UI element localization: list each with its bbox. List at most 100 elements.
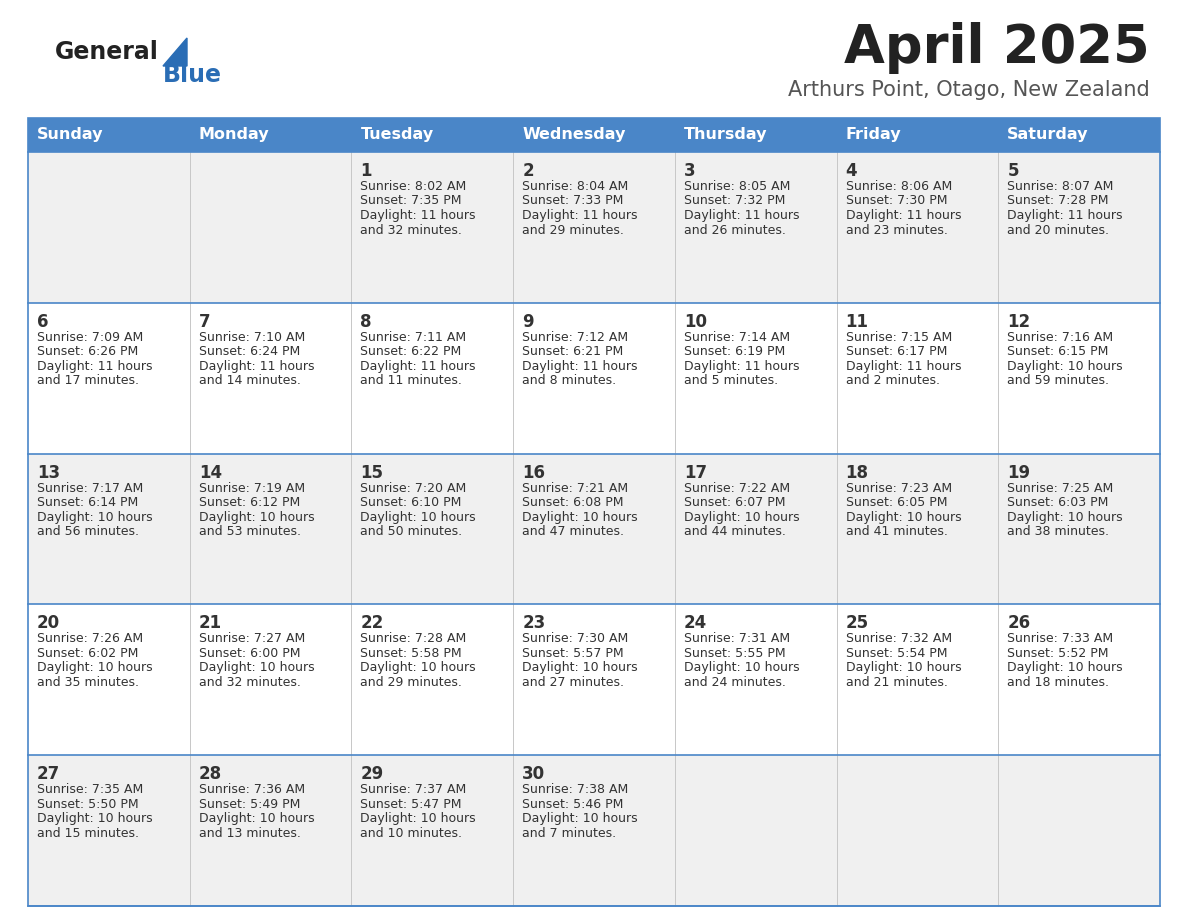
Bar	[836, 152, 998, 303]
Text: Daylight: 10 hours: Daylight: 10 hours	[1007, 360, 1123, 373]
Polygon shape	[163, 38, 187, 66]
Text: Sunset: 6:26 PM: Sunset: 6:26 PM	[37, 345, 138, 358]
Bar	[675, 604, 836, 756]
Text: Daylight: 10 hours: Daylight: 10 hours	[846, 661, 961, 675]
Text: Daylight: 10 hours: Daylight: 10 hours	[37, 661, 152, 675]
Text: 5: 5	[1007, 162, 1019, 180]
Text: 30: 30	[523, 766, 545, 783]
Text: Sunset: 6:21 PM: Sunset: 6:21 PM	[523, 345, 624, 358]
Bar	[29, 118, 190, 152]
Text: Sunrise: 7:15 AM: Sunrise: 7:15 AM	[846, 330, 952, 344]
Bar	[513, 756, 675, 906]
Text: Daylight: 10 hours: Daylight: 10 hours	[684, 661, 800, 675]
Text: Sunset: 6:10 PM: Sunset: 6:10 PM	[360, 496, 462, 509]
Text: 18: 18	[846, 464, 868, 482]
Bar	[190, 453, 352, 604]
Text: 11: 11	[846, 313, 868, 330]
Text: Sunset: 6:02 PM: Sunset: 6:02 PM	[37, 647, 138, 660]
Bar	[190, 303, 352, 453]
Text: Sunrise: 7:11 AM: Sunrise: 7:11 AM	[360, 330, 467, 344]
Text: Thursday: Thursday	[684, 128, 767, 142]
Bar	[190, 756, 352, 906]
Text: Daylight: 10 hours: Daylight: 10 hours	[523, 812, 638, 825]
Text: 13: 13	[37, 464, 61, 482]
Text: and 11 minutes.: and 11 minutes.	[360, 375, 462, 387]
Text: 17: 17	[684, 464, 707, 482]
Text: 26: 26	[1007, 614, 1030, 633]
Text: Monday: Monday	[198, 128, 270, 142]
Text: 8: 8	[360, 313, 372, 330]
Text: Sunset: 7:35 PM: Sunset: 7:35 PM	[360, 195, 462, 207]
Bar	[352, 604, 513, 756]
Text: Daylight: 10 hours: Daylight: 10 hours	[523, 510, 638, 523]
Bar	[352, 303, 513, 453]
Text: Sunrise: 7:26 AM: Sunrise: 7:26 AM	[37, 633, 143, 645]
Bar	[29, 118, 1159, 906]
Text: and 7 minutes.: and 7 minutes.	[523, 827, 617, 840]
Text: and 20 minutes.: and 20 minutes.	[1007, 223, 1110, 237]
Text: and 18 minutes.: and 18 minutes.	[1007, 676, 1110, 688]
Text: Sunrise: 7:37 AM: Sunrise: 7:37 AM	[360, 783, 467, 796]
Bar	[998, 453, 1159, 604]
Text: Sunset: 6:05 PM: Sunset: 6:05 PM	[846, 496, 947, 509]
Text: Tuesday: Tuesday	[360, 128, 434, 142]
Text: Daylight: 10 hours: Daylight: 10 hours	[684, 510, 800, 523]
Text: Sunset: 6:03 PM: Sunset: 6:03 PM	[1007, 496, 1108, 509]
Text: 21: 21	[198, 614, 222, 633]
Text: 23: 23	[523, 614, 545, 633]
Text: Daylight: 10 hours: Daylight: 10 hours	[523, 661, 638, 675]
Text: Daylight: 11 hours: Daylight: 11 hours	[684, 360, 800, 373]
Text: Daylight: 10 hours: Daylight: 10 hours	[198, 661, 315, 675]
Text: Sunset: 6:12 PM: Sunset: 6:12 PM	[198, 496, 299, 509]
Text: and 29 minutes.: and 29 minutes.	[523, 223, 624, 237]
Text: Sunrise: 7:33 AM: Sunrise: 7:33 AM	[1007, 633, 1113, 645]
Text: Sunrise: 8:05 AM: Sunrise: 8:05 AM	[684, 180, 790, 193]
Text: Daylight: 11 hours: Daylight: 11 hours	[198, 360, 314, 373]
Text: 3: 3	[684, 162, 695, 180]
Text: Daylight: 10 hours: Daylight: 10 hours	[37, 510, 152, 523]
Text: Sunrise: 7:38 AM: Sunrise: 7:38 AM	[523, 783, 628, 796]
Text: 25: 25	[846, 614, 868, 633]
Text: Sunset: 6:22 PM: Sunset: 6:22 PM	[360, 345, 462, 358]
Text: Blue: Blue	[163, 63, 222, 87]
Text: 9: 9	[523, 313, 533, 330]
Text: Sunrise: 8:04 AM: Sunrise: 8:04 AM	[523, 180, 628, 193]
Text: Sunset: 7:28 PM: Sunset: 7:28 PM	[1007, 195, 1108, 207]
Text: and 26 minutes.: and 26 minutes.	[684, 223, 785, 237]
Text: 20: 20	[37, 614, 61, 633]
Text: Sunset: 7:32 PM: Sunset: 7:32 PM	[684, 195, 785, 207]
Text: 24: 24	[684, 614, 707, 633]
Text: 14: 14	[198, 464, 222, 482]
Text: 22: 22	[360, 614, 384, 633]
Text: Sunset: 6:17 PM: Sunset: 6:17 PM	[846, 345, 947, 358]
Text: Daylight: 11 hours: Daylight: 11 hours	[360, 360, 476, 373]
Bar	[998, 152, 1159, 303]
Text: Sunset: 6:14 PM: Sunset: 6:14 PM	[37, 496, 138, 509]
Text: Sunrise: 7:20 AM: Sunrise: 7:20 AM	[360, 482, 467, 495]
Text: Daylight: 10 hours: Daylight: 10 hours	[198, 812, 315, 825]
Bar	[836, 118, 998, 152]
Bar	[513, 152, 675, 303]
Bar	[29, 604, 190, 756]
Text: and 35 minutes.: and 35 minutes.	[37, 676, 139, 688]
Text: Daylight: 10 hours: Daylight: 10 hours	[360, 661, 476, 675]
Text: Daylight: 11 hours: Daylight: 11 hours	[1007, 209, 1123, 222]
Text: and 23 minutes.: and 23 minutes.	[846, 223, 948, 237]
Text: Sunrise: 7:35 AM: Sunrise: 7:35 AM	[37, 783, 144, 796]
Bar	[998, 303, 1159, 453]
Text: Sunset: 6:08 PM: Sunset: 6:08 PM	[523, 496, 624, 509]
Bar	[190, 604, 352, 756]
Text: Sunset: 7:33 PM: Sunset: 7:33 PM	[523, 195, 624, 207]
Text: Sunrise: 7:10 AM: Sunrise: 7:10 AM	[198, 330, 305, 344]
Text: 28: 28	[198, 766, 222, 783]
Text: Sunrise: 7:14 AM: Sunrise: 7:14 AM	[684, 330, 790, 344]
Text: and 59 minutes.: and 59 minutes.	[1007, 375, 1110, 387]
Text: Sunrise: 7:31 AM: Sunrise: 7:31 AM	[684, 633, 790, 645]
Text: April 2025: April 2025	[845, 22, 1150, 74]
Bar	[29, 756, 190, 906]
Text: Sunrise: 7:19 AM: Sunrise: 7:19 AM	[198, 482, 305, 495]
Text: General: General	[55, 40, 159, 64]
Bar	[29, 453, 190, 604]
Text: Sunset: 6:00 PM: Sunset: 6:00 PM	[198, 647, 301, 660]
Text: and 10 minutes.: and 10 minutes.	[360, 827, 462, 840]
